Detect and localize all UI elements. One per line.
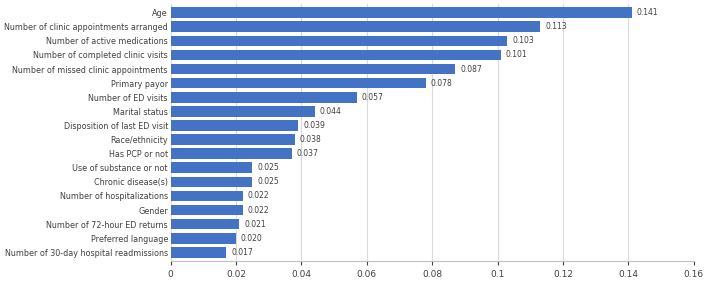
Bar [171,177,253,187]
Bar [171,92,357,102]
Text: 0.078: 0.078 [430,79,452,88]
Bar [171,64,455,74]
Text: 0.017: 0.017 [232,248,253,257]
Bar [171,36,508,46]
Bar [171,233,236,244]
Bar [171,191,243,201]
Text: 0.022: 0.022 [248,191,269,200]
Bar [171,50,501,60]
Text: 0.021: 0.021 [244,220,266,229]
Bar [171,247,227,258]
Text: 0.025: 0.025 [257,177,279,186]
Bar [171,205,243,215]
Text: 0.020: 0.020 [241,234,263,243]
Bar [171,148,292,159]
Bar [171,78,426,88]
Bar [171,219,239,230]
Bar [171,162,253,173]
Text: 0.057: 0.057 [362,93,384,102]
Text: 0.101: 0.101 [506,50,527,59]
Bar [171,22,540,32]
Text: 0.113: 0.113 [545,22,566,31]
Text: 0.037: 0.037 [297,149,319,158]
Text: 0.087: 0.087 [460,65,481,74]
Text: 0.039: 0.039 [303,121,325,130]
Text: 0.044: 0.044 [319,107,341,116]
Text: 0.025: 0.025 [257,163,279,172]
Text: 0.022: 0.022 [248,205,269,215]
Text: 0.038: 0.038 [299,135,321,144]
Bar [171,7,632,18]
Text: 0.103: 0.103 [513,36,534,45]
Bar [171,134,295,145]
Text: 0.141: 0.141 [636,8,658,17]
Bar [171,106,314,117]
Bar [171,120,298,131]
